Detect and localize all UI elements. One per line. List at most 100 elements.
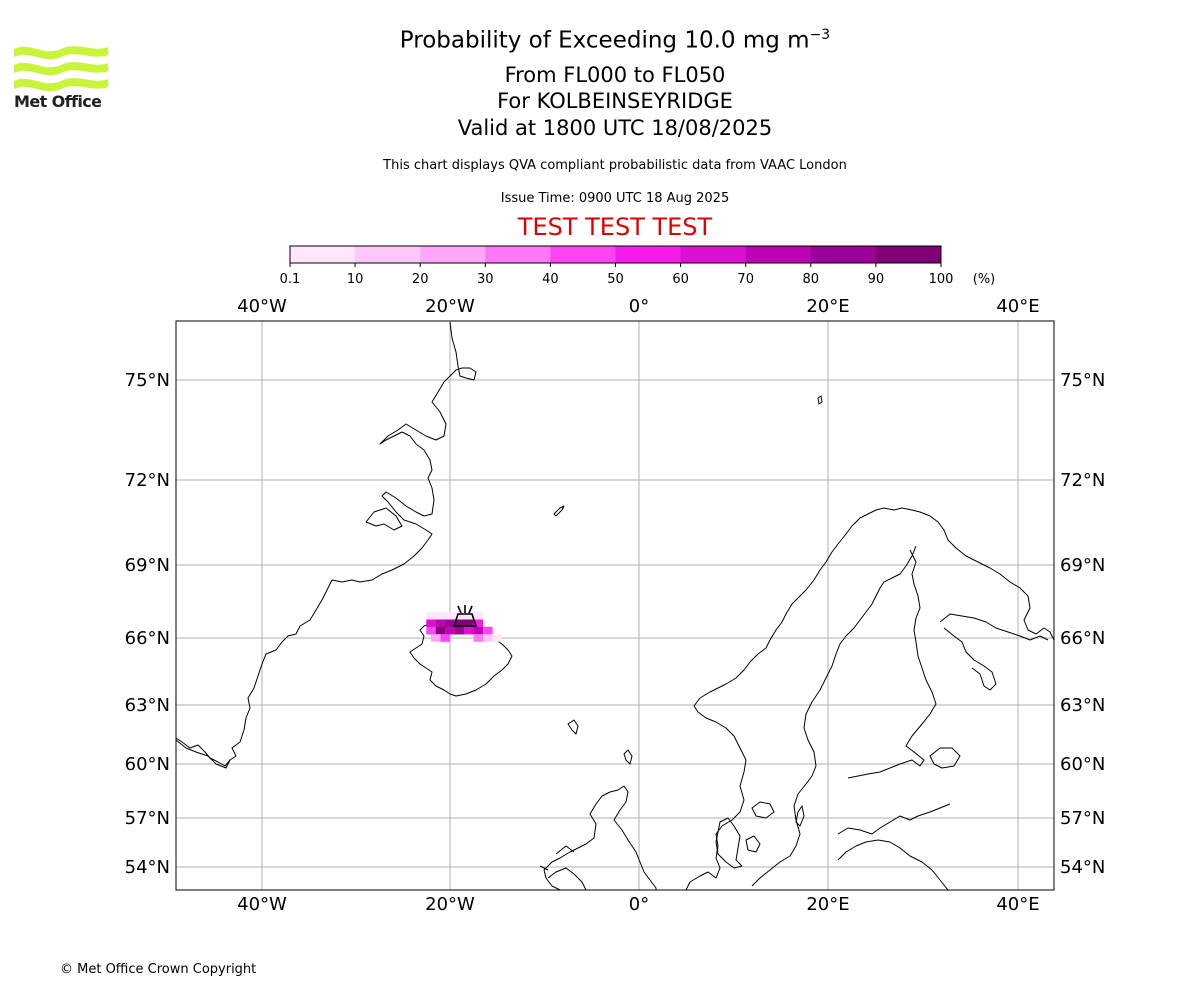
longitude-label: 20°E (806, 296, 849, 317)
plume-cell (464, 626, 474, 635)
colorbar-swatch (810, 246, 877, 263)
longitude-label: 40°W (237, 296, 287, 317)
colorbar-tick-label: 70 (737, 272, 754, 287)
colorbar-swatch (550, 246, 616, 263)
colorbar-swatches (290, 246, 942, 263)
colorbar-tick-label: 30 (477, 272, 494, 287)
volcano-marker-icon (452, 605, 478, 627)
plume-cell (473, 634, 484, 642)
longitude-label: 20°W (425, 894, 475, 915)
latitude-labels-left: 75°N 72°N 69°N 66°N 63°N 60°N 57°N 54°N (125, 370, 170, 878)
subtitle-levels: From FL000 to FL050 (504, 63, 726, 87)
plume-cell (435, 626, 446, 635)
coastline-shetland (623, 749, 633, 765)
copyright-notice: © Met Office Crown Copyright (60, 962, 257, 977)
plume-cell (426, 612, 436, 620)
latitude-label: 69°N (1060, 555, 1105, 576)
plume-cell (473, 626, 484, 635)
colorbar-tick-label: 90 (868, 272, 885, 287)
plume-cell (445, 619, 455, 628)
coastline-kola (939, 613, 1049, 691)
colorbar-swatch (355, 246, 421, 263)
coastline-ireland (547, 867, 587, 890)
plume-cell (445, 626, 455, 635)
plume-cell (426, 619, 436, 628)
coastline-great-britain (539, 785, 657, 890)
coastline-denmark (715, 817, 761, 869)
colorbar-tick-label: 40 (542, 272, 559, 287)
plume-cell (473, 619, 484, 628)
colorbar-ticks: 0.1 10 20 30 40 50 60 70 80 90 100 (280, 263, 953, 287)
gridlines (176, 321, 1054, 890)
title-main: Probability of Exceeding 10.0 mg m (399, 27, 810, 54)
latitude-labels-right: 75°N 72°N 69°N 66°N 63°N 60°N 57°N 54°N (1060, 370, 1105, 878)
met-office-logo-icon (14, 46, 108, 92)
colorbar-swatch (485, 246, 551, 263)
latitude-label: 57°N (125, 808, 170, 829)
coastline-baltic-states (837, 803, 951, 890)
coastline-norway (685, 507, 1054, 890)
latitude-label: 63°N (125, 695, 170, 716)
colorbar-swatch (420, 246, 486, 263)
colorbar-swatch (680, 246, 747, 263)
title-superscript: −3 (809, 27, 831, 43)
coastline-gotland (795, 805, 805, 827)
plume-cell (483, 634, 493, 642)
subtitle-location: For KOLBEINSEYRIDGE (497, 89, 733, 113)
latitude-label: 54°N (125, 857, 170, 878)
colorbar-swatch (615, 246, 682, 263)
longitude-labels-bottom: 40°W 20°W 0° 20°E 40°E (237, 894, 1039, 915)
coastline-sweden (751, 545, 917, 887)
latitude-label: 75°N (125, 370, 170, 391)
coastline-jan-mayen (553, 505, 565, 517)
plume-cell (464, 619, 474, 628)
latitude-label: 63°N (1060, 695, 1105, 716)
plume-cell (454, 612, 465, 620)
coastline-greenland-south (176, 739, 231, 769)
latitude-label: 66°N (125, 628, 170, 649)
plume-cell (445, 612, 455, 620)
colorbar: 0.1 10 20 30 40 50 60 70 80 90 100 (%) (280, 245, 996, 287)
latitude-label: 72°N (125, 470, 170, 491)
longitude-label: 0° (629, 296, 649, 317)
plume-cell (454, 626, 465, 635)
colorbar-swatch (875, 246, 942, 263)
latitude-label: 60°N (1060, 754, 1105, 775)
latitude-label: 54°N (1060, 857, 1105, 878)
longitude-label: 40°E (996, 296, 1039, 317)
issue-time: Issue Time: 0900 UTC 18 Aug 2025 (500, 191, 730, 206)
colorbar-tick-label: 20 (412, 272, 429, 287)
colorbar-swatch (290, 246, 356, 263)
latitude-label: 75°N (1060, 370, 1105, 391)
lake-vanern (751, 801, 775, 819)
colorbar-swatch (745, 246, 812, 263)
plume-cell (473, 612, 484, 620)
chart-description: This chart displays QVA compliant probab… (383, 158, 847, 173)
plume-cell (426, 626, 436, 635)
latitude-label: 66°N (1060, 628, 1105, 649)
longitude-label: 40°W (237, 894, 287, 915)
coastline-bear-island (817, 395, 823, 405)
latitude-label: 69°N (125, 555, 170, 576)
logo-text: Met Office (14, 92, 102, 111)
plume-cell (440, 634, 451, 642)
test-banner: TEST TEST TEST (517, 213, 713, 241)
latitude-label: 60°N (125, 754, 170, 775)
colorbar-tick-label: 60 (672, 272, 689, 287)
latitude-label: 72°N (1060, 470, 1105, 491)
plume-cell (435, 619, 446, 628)
longitude-labels-top: 40°W 20°W 0° 20°E 40°E (237, 296, 1039, 317)
longitude-label: 20°E (806, 894, 849, 915)
colorbar-unit: (%) (973, 272, 996, 287)
map-frame (175, 320, 1055, 891)
ash-plume (426, 612, 503, 642)
coastline-greenland-fjord (365, 507, 403, 531)
plume-cell (435, 612, 446, 620)
colorbar-tick-label: 0.1 (280, 272, 301, 287)
colorbar-tick-label: 50 (607, 272, 624, 287)
coastline-greenland (176, 321, 477, 767)
lake-ladoga (929, 747, 961, 769)
colorbar-tick-label: 10 (347, 272, 364, 287)
coastline-faroe (567, 719, 579, 735)
